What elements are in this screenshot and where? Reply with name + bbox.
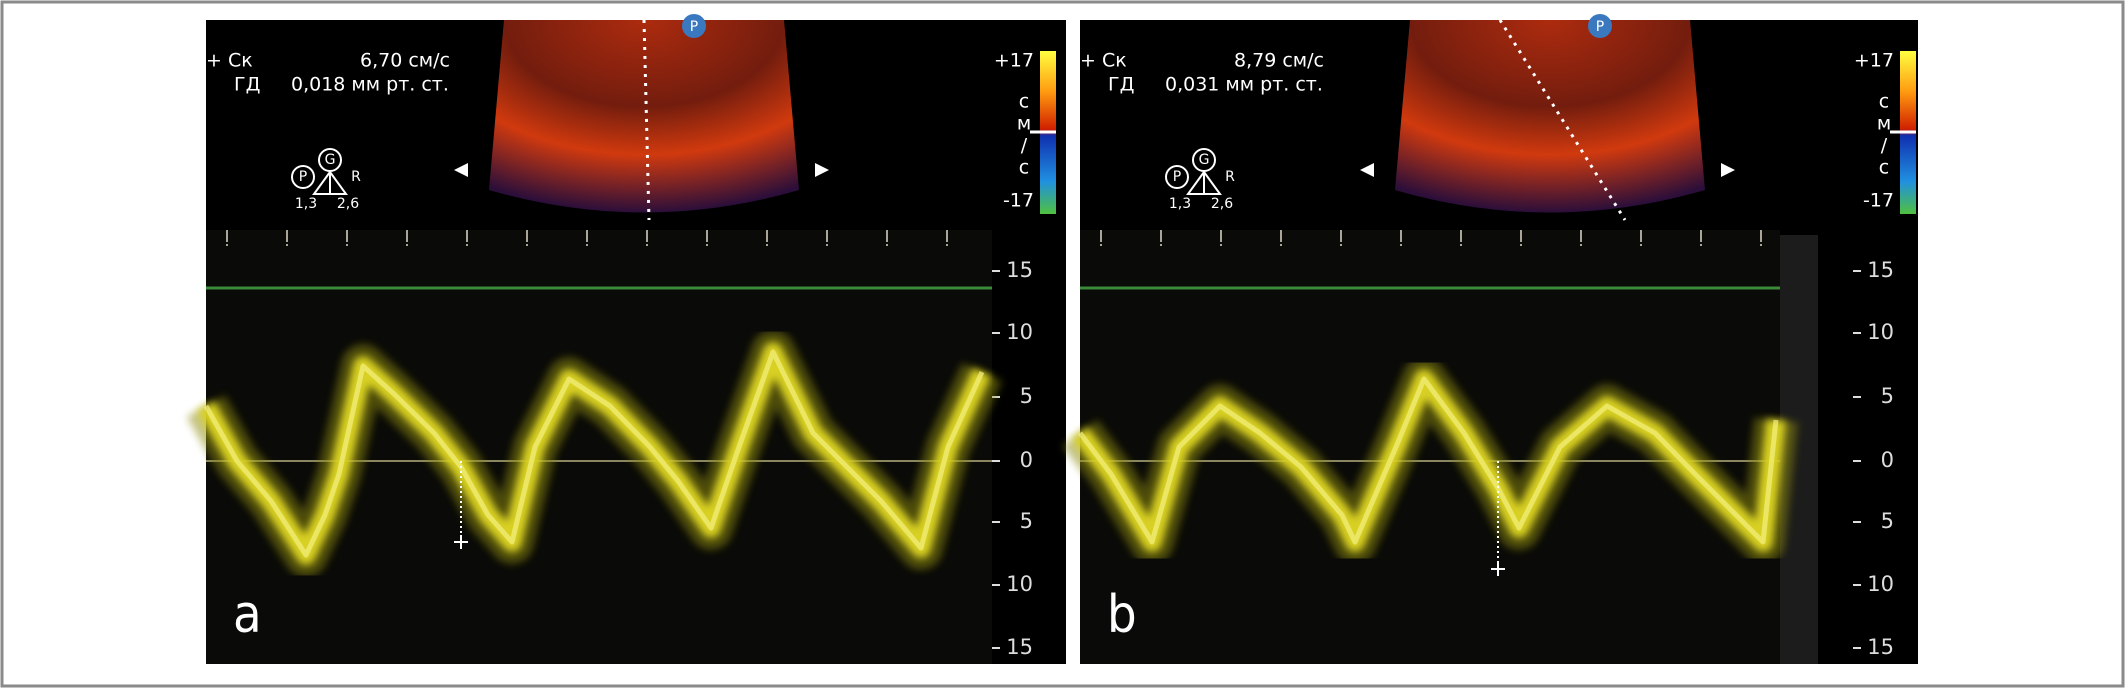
scale-label: 0	[1881, 448, 1894, 472]
color-scale-min: -17	[1003, 190, 1034, 212]
probe-icon-text: R	[351, 169, 361, 185]
icon-triangle	[312, 170, 348, 195]
panel: P + Ск 6,70 см/с ГД 0,018 мм рт. ст. P GR 1,3 2,…	[186, 14, 1066, 664]
pressure: 0,031 мм рт. ст.	[1165, 74, 1323, 96]
pressure-label: ГД	[234, 74, 260, 96]
sector-marker: P	[690, 19, 698, 35]
time-ticks	[206, 230, 992, 246]
probe-icon-text: G	[1199, 152, 1210, 168]
color-scale-unit: с	[1019, 157, 1029, 179]
sector-image	[1395, 20, 1705, 213]
scale-label: 15	[1867, 635, 1894, 659]
color-scale-unit: /	[1881, 135, 1888, 157]
probe-icon-text: P	[1173, 169, 1181, 185]
probe-icon-text: 1,3	[295, 196, 317, 212]
measure-cross	[1491, 562, 1505, 576]
scale-label: 5	[1881, 384, 1894, 408]
pressure: 0,018 мм рт. ст.	[291, 74, 449, 96]
sample-volume: + Ск	[1080, 50, 1127, 72]
measure-cross	[454, 535, 468, 549]
color-scale-min: -17	[1863, 190, 1894, 212]
scale-label: 10	[1006, 572, 1033, 596]
color-scale-unit: с	[1019, 91, 1029, 113]
probe-icon-text: P	[299, 169, 307, 185]
probe-icon-text: 1,3	[1169, 196, 1191, 212]
doppler-core	[1078, 376, 1779, 545]
scale-label: 15	[1867, 258, 1894, 282]
sector-image	[489, 20, 799, 213]
velocity: 8,79 см/с	[1234, 50, 1324, 72]
icon-circle	[291, 165, 315, 189]
scale-label: 0	[1020, 448, 1033, 472]
panel: P + Ск 8,79 см/с ГД 0,031 мм рт. ст. P GR 1,3 2,…	[1062, 14, 1918, 664]
sector-marker: P	[1596, 19, 1604, 35]
sample-volume: + Ск	[206, 50, 253, 72]
cursor-line	[642, 19, 651, 221]
color-scale-max: +17	[1854, 50, 1894, 72]
probe-icon-text: 2,6	[337, 196, 359, 212]
color-scale-unit: м	[1877, 113, 1891, 135]
sector-marker-dot	[1588, 14, 1612, 38]
scale-label: 5	[1020, 509, 1033, 533]
doppler-core	[203, 349, 985, 558]
velocity: 6,70 см/с	[360, 50, 450, 72]
pressure-label: ГД	[1108, 74, 1134, 96]
scale-label: 10	[1867, 572, 1894, 596]
scale-label: 10	[1867, 320, 1894, 344]
color-scale-unit: /	[1021, 135, 1028, 157]
color-scale-max: +17	[994, 50, 1034, 72]
scale-label: 15	[1006, 258, 1033, 282]
probe-icon-text: R	[1225, 169, 1235, 185]
scale-label: 5	[1881, 509, 1894, 533]
color-scale-unit: м	[1017, 113, 1031, 135]
time-ticks	[1080, 230, 1780, 246]
color-scale-unit: с	[1879, 91, 1889, 113]
panel-label: b	[1107, 585, 1137, 645]
probe-icon-text: G	[325, 152, 336, 168]
scale-label: 15	[1006, 635, 1033, 659]
cursor-line	[1498, 19, 1627, 221]
probe-icon-text: 2,6	[1211, 196, 1233, 212]
scale-label: 10	[1006, 320, 1033, 344]
color-scale-unit: с	[1879, 157, 1889, 179]
icon-triangle	[1186, 170, 1222, 195]
icon-circle	[1165, 165, 1189, 189]
panel-label: a	[233, 585, 262, 645]
scale-label: 5	[1020, 384, 1033, 408]
sector-marker-dot	[682, 14, 706, 38]
